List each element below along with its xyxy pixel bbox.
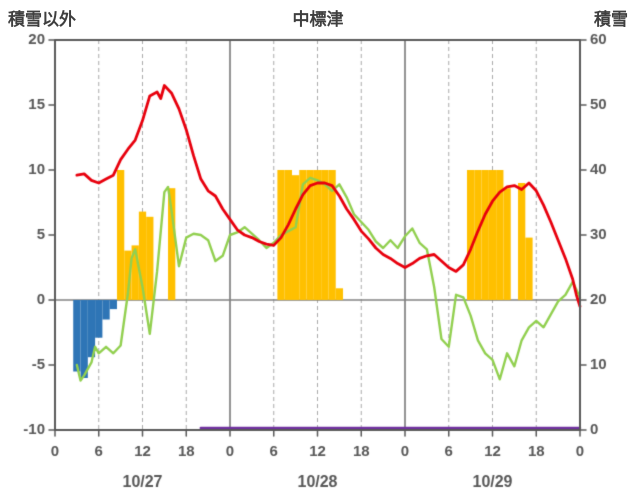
- left-axis-title: 積雪以外: [8, 10, 76, 29]
- station-title: 中標津: [292, 10, 344, 29]
- right-axis-title: 積雪: [594, 10, 628, 29]
